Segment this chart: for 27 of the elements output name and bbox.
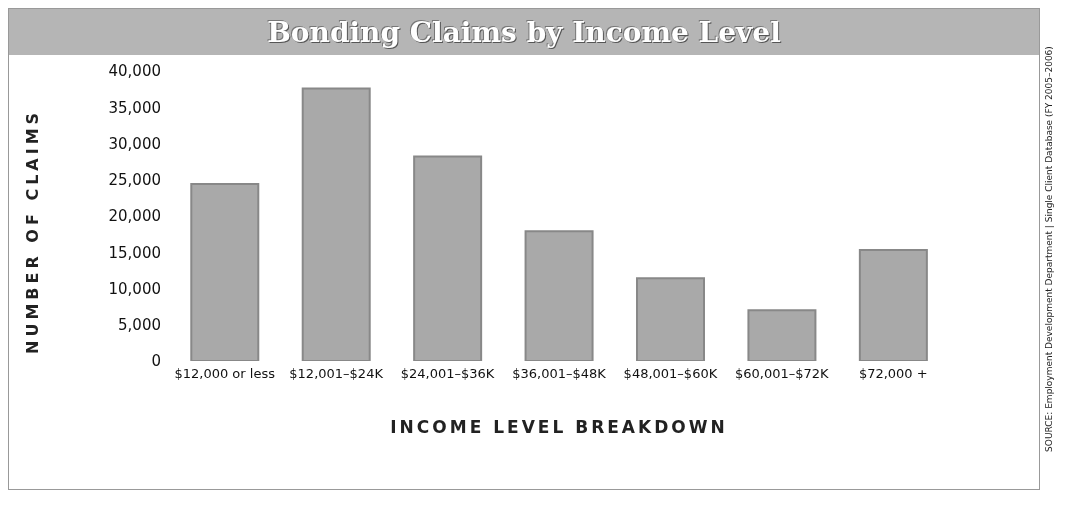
x-tick-label: $12,001–$24K [289, 366, 384, 382]
y-tick-label: 35,000 [108, 98, 161, 117]
chart-title: Bonding Claims by Income Level [9, 9, 1039, 55]
y-tick-label: 0 [151, 352, 161, 371]
y-tick-label: 40,000 [108, 62, 161, 81]
y-tick-label: 20,000 [108, 207, 161, 226]
x-tick-label: $12,000 or less [174, 366, 276, 382]
y-axis-title: NUMBER OF CLAIMS [23, 107, 42, 356]
source-note: SOURCE: Employment Development Department | Single Client Database (FY 2005–2006) [1044, 45, 1054, 454]
x-axis-title: INCOME LEVEL BREAKDOWN [390, 417, 728, 437]
bar [524, 230, 594, 361]
y-tick-label: 15,000 [108, 243, 161, 262]
y-tick-label: 5,000 [118, 316, 161, 335]
y-tick-label: 30,000 [108, 134, 161, 153]
x-tick-label: $60,001–$72K [735, 366, 830, 382]
x-tick-label: $48,001–$60K [623, 366, 718, 382]
x-tick-label: $24,001–$36K [400, 366, 495, 382]
bar [190, 183, 260, 361]
bar [858, 249, 928, 361]
x-tick-label: $72,000 + [858, 366, 928, 382]
bar [413, 155, 483, 361]
y-tick-label: 10,000 [108, 279, 161, 298]
y-tick-label: 25,000 [108, 171, 161, 190]
x-tick-label: $36,001–$48K [512, 366, 607, 382]
bar [747, 309, 817, 361]
bar [636, 277, 705, 361]
bar [301, 87, 371, 361]
